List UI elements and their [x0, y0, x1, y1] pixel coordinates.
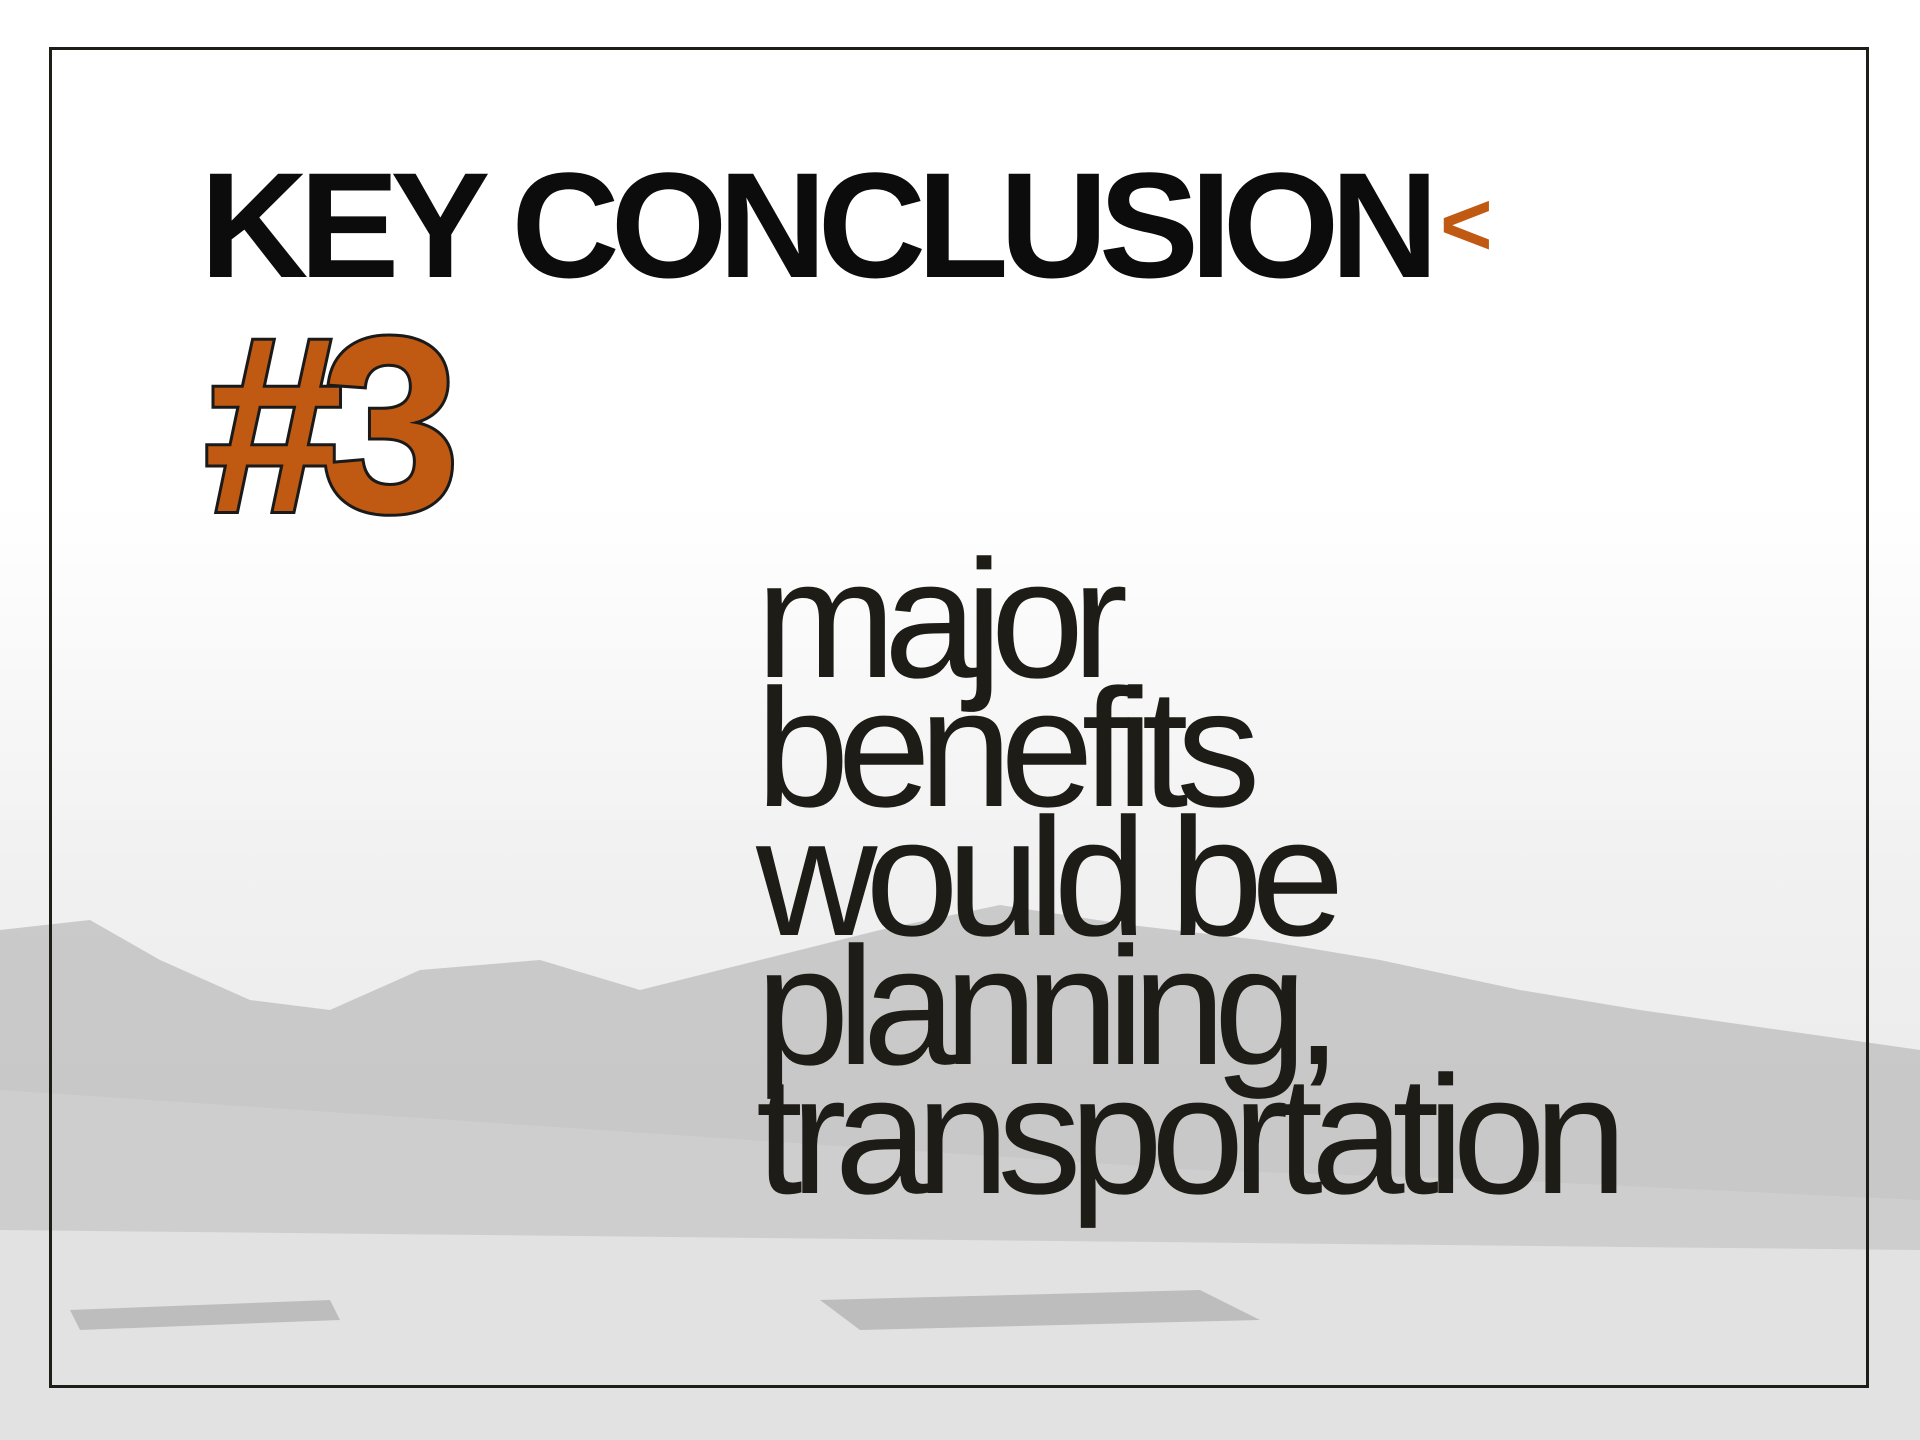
slide: {"title": "KEY CONCLUSION", "marker": "<… [0, 0, 1920, 1440]
slide-title: KEY CONCLUSION [200, 150, 1430, 300]
body-line: transportation [756, 1071, 1615, 1200]
title-marker: < [1440, 180, 1493, 270]
conclusion-number: #3 [204, 300, 438, 550]
